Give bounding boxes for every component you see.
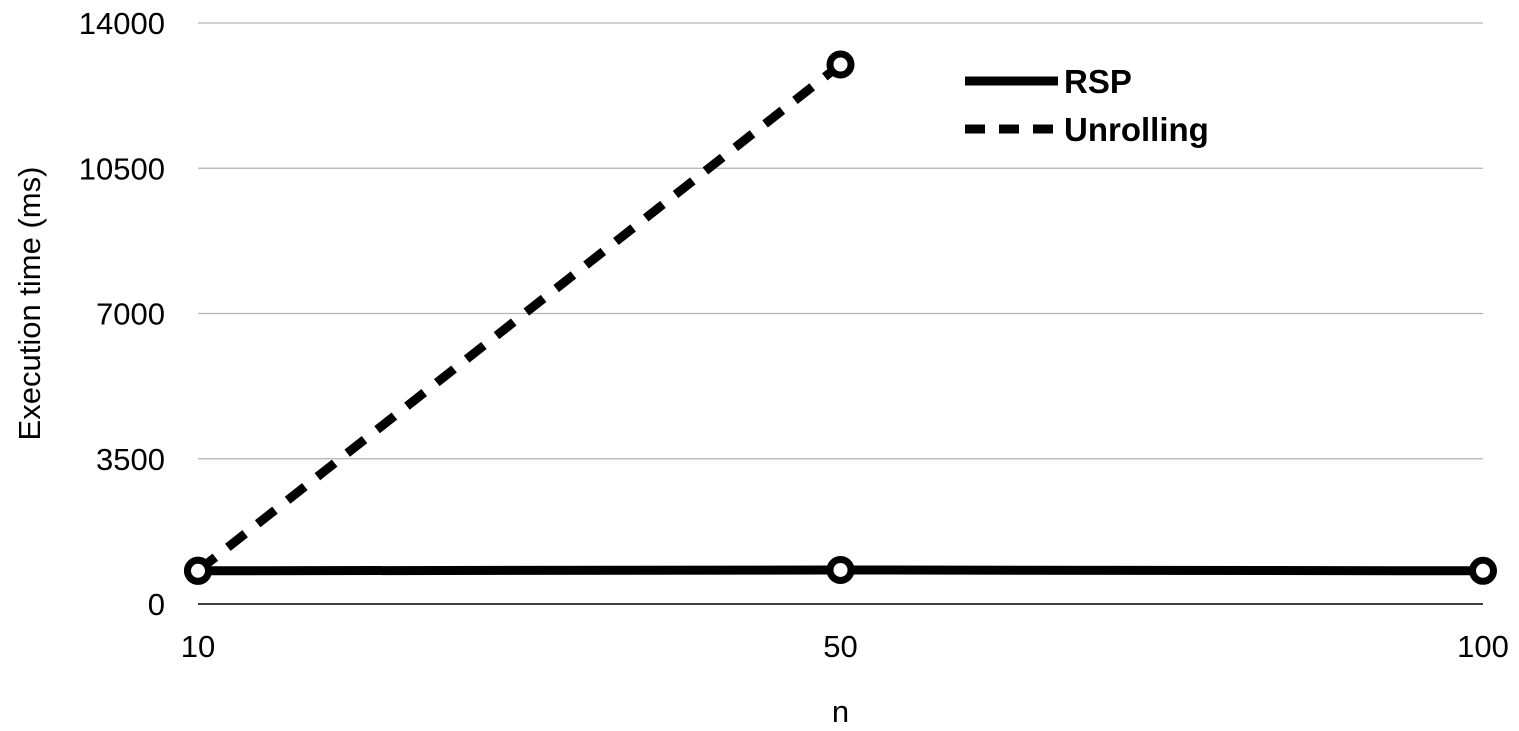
x-tick-label: 50 — [823, 629, 857, 664]
data-point-rsp — [1469, 556, 1497, 585]
y-tick-label: 14000 — [79, 6, 165, 41]
y-tick-label: 10500 — [79, 151, 165, 186]
y-tick-label: 0 — [148, 587, 165, 622]
legend-label-unrolling: Unrolling — [1064, 111, 1209, 148]
y-axis-title: Execution time (ms) — [12, 167, 47, 441]
x-axis-ticks: 10 50 100 — [181, 629, 1509, 664]
x-tick-label: 10 — [181, 629, 215, 664]
y-tick-label: 3500 — [96, 442, 165, 477]
series-lines — [195, 60, 1484, 576]
series-line-unrolling — [195, 60, 844, 575]
data-point-rsp — [826, 555, 855, 584]
legend-label-rsp: RSP — [1064, 63, 1132, 100]
legend: RSP Unrolling — [965, 63, 1209, 148]
x-axis-title: n — [832, 694, 849, 729]
data-point-unrolling — [826, 50, 855, 79]
data-points — [184, 50, 1497, 585]
data-point-unrolling — [184, 556, 212, 585]
gridlines — [198, 22, 1483, 605]
x-tick-label: 100 — [1457, 629, 1509, 664]
y-tick-label: 7000 — [96, 297, 165, 332]
y-axis-ticks: 0 3500 7000 10500 14000 — [79, 6, 165, 622]
